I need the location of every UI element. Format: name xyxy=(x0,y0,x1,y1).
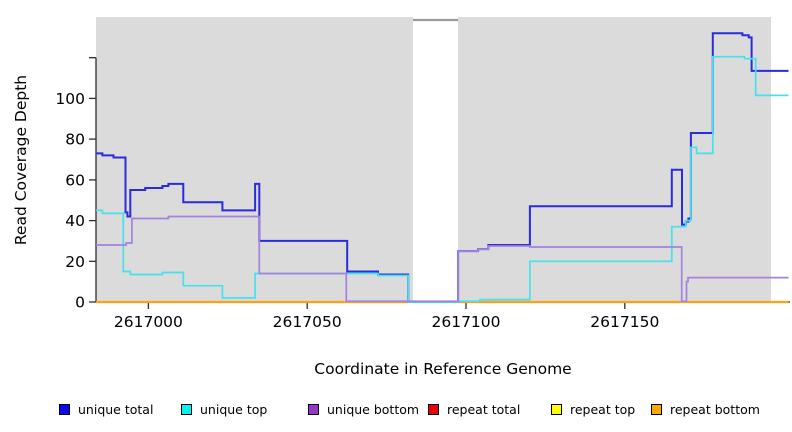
legend-swatch-unique-total xyxy=(59,403,70,415)
legend-label: repeat top xyxy=(570,401,636,417)
series-unique-bottom xyxy=(96,215,789,303)
legend-item-repeat-top: repeat top xyxy=(551,401,636,417)
legend-label: unique bottom xyxy=(327,401,420,417)
legend-label: unique total xyxy=(78,401,154,417)
legend-item-unique-top: unique top xyxy=(181,401,268,417)
legend-swatch-repeat-total xyxy=(428,403,439,415)
legend-swatch-repeat-bottom xyxy=(651,403,662,415)
legend-swatch-repeat-top xyxy=(551,403,562,415)
legend-label: repeat total xyxy=(447,401,521,417)
legend-item-unique-total: unique total xyxy=(59,401,154,417)
aligned-region-rect xyxy=(458,17,771,302)
x-tick-label: 2617000 xyxy=(114,313,183,331)
x-tick-label: 2617100 xyxy=(431,313,500,331)
legend-label: repeat bottom xyxy=(670,401,760,417)
y-tick-label: 60 xyxy=(65,171,85,189)
x-tick-label: 2617150 xyxy=(590,313,659,331)
legend-item-unique-bottom: unique bottom xyxy=(308,401,420,417)
legend-item-repeat-bottom: repeat bottom xyxy=(651,401,760,417)
legend-label: unique top xyxy=(200,401,268,417)
y-tick-label: 100 xyxy=(55,90,85,108)
x-axis-title: Coordinate in Reference Genome xyxy=(314,360,572,378)
aligned-region-rect xyxy=(96,17,413,302)
y-tick-label: 80 xyxy=(65,131,85,149)
legend-swatch-unique-top xyxy=(181,403,192,415)
legend-item-repeat-total: repeat total xyxy=(428,401,521,417)
y-tick-label: 40 xyxy=(65,212,85,230)
y-axis-title: Read Coverage Depth xyxy=(12,74,30,246)
legend-swatch-unique-bottom xyxy=(308,403,319,415)
y-tick-label: 20 xyxy=(65,253,85,271)
chart-canvas: 0 20 40 60 80 100 2617000 2617050 2617100 2617150 xyxy=(55,17,790,331)
y-tick-label: 0 xyxy=(75,294,85,312)
x-tick-label: 2617050 xyxy=(273,313,342,331)
